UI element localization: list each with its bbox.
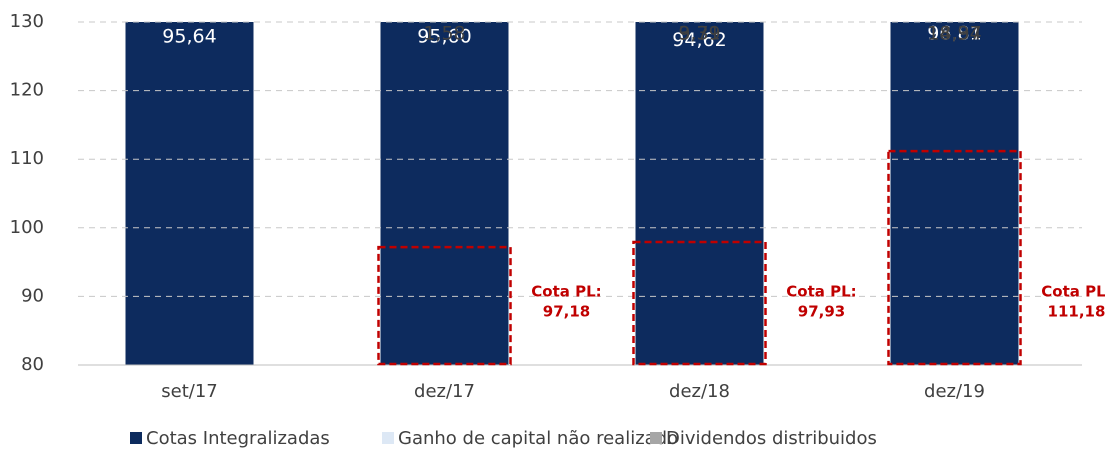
- cota-pl-box: [887, 149, 1022, 366]
- legend-label: Cotas Integralizadas: [146, 428, 330, 449]
- legend-label: Dividendos distribuidos: [666, 428, 877, 449]
- annotation-title: Cota PL:: [531, 283, 601, 301]
- y-tick-label: 130: [10, 11, 44, 32]
- x-tick-label: dez/17: [414, 381, 475, 402]
- annotation-value: 111,18: [1048, 303, 1105, 321]
- y-tick-label: 90: [21, 285, 44, 306]
- bar-segment: [380, 22, 509, 365]
- annotation-title: Cota PL:: [1041, 283, 1105, 301]
- data-label: 3,31: [678, 23, 720, 45]
- data-label: 14,37: [927, 23, 981, 45]
- data-label: 9,79: [678, 23, 720, 45]
- x-tick-label: set/17: [161, 381, 217, 402]
- annotation-value: 97,18: [543, 303, 590, 321]
- data-label: 95,64: [162, 25, 216, 47]
- legend-label: Ganho de capital não realizado: [398, 428, 678, 449]
- data-label: 1,58: [423, 23, 465, 45]
- annotation-value: 97,93: [798, 303, 845, 321]
- annotation-title: Cota PL:: [786, 283, 856, 301]
- plot-area: [125, 22, 1019, 365]
- data-label: 18,94: [927, 23, 981, 45]
- bar-segment: [635, 22, 764, 365]
- legend-swatch: [382, 432, 394, 444]
- cota-pl-box: [377, 245, 512, 366]
- legend-swatch: [130, 432, 142, 444]
- x-tick-label: dez/19: [924, 381, 985, 402]
- y-tick-label: 100: [10, 217, 44, 238]
- legend-swatch: [650, 432, 662, 444]
- bar-segment: [890, 22, 1019, 365]
- y-tick-label: 80: [21, 354, 44, 375]
- data-label: 95,60: [417, 26, 471, 48]
- bar-segment: [125, 22, 254, 365]
- data-label: 96,81: [927, 23, 981, 45]
- cota-pl-box: [632, 240, 767, 366]
- y-tick-label: 120: [10, 80, 44, 101]
- y-tick-label: 110: [10, 148, 44, 169]
- data-label: 94,62: [672, 29, 726, 51]
- x-tick-label: dez/18: [669, 381, 730, 402]
